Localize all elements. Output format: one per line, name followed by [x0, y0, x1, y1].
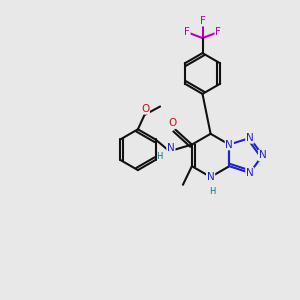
Text: F: F: [184, 27, 190, 37]
Text: H: H: [209, 188, 216, 196]
Text: N: N: [207, 172, 214, 182]
Text: N: N: [246, 133, 254, 143]
Text: N: N: [225, 140, 233, 150]
Text: F: F: [215, 27, 221, 37]
Text: O: O: [169, 118, 177, 128]
Text: F: F: [200, 16, 206, 26]
Text: H: H: [156, 152, 162, 161]
Text: N: N: [259, 150, 266, 161]
Text: N: N: [167, 142, 175, 153]
Text: N: N: [246, 168, 254, 178]
Text: O: O: [141, 104, 149, 114]
